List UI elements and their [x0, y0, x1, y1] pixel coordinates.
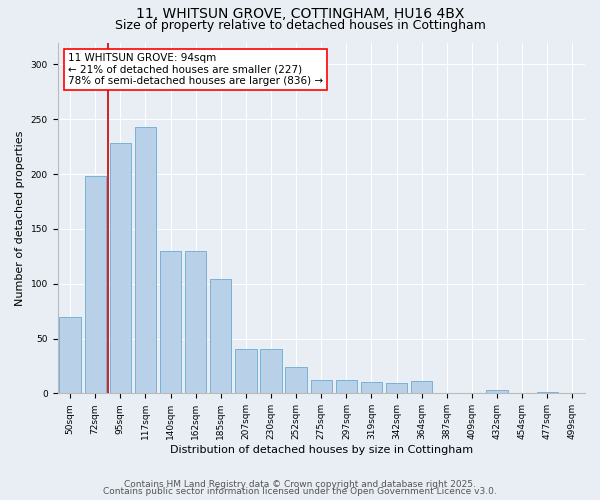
Bar — [487, 390, 508, 394]
Bar — [110, 144, 131, 394]
Text: Size of property relative to detached houses in Cottingham: Size of property relative to detached ho… — [115, 18, 485, 32]
Bar — [135, 127, 156, 394]
Bar — [311, 380, 332, 394]
Y-axis label: Number of detached properties: Number of detached properties — [15, 130, 25, 306]
Bar — [536, 392, 558, 394]
Bar — [336, 380, 357, 394]
Bar — [361, 382, 382, 394]
Bar — [386, 384, 407, 394]
Bar — [59, 316, 81, 394]
Bar — [160, 251, 181, 394]
Text: 11, WHITSUN GROVE, COTTINGHAM, HU16 4BX: 11, WHITSUN GROVE, COTTINGHAM, HU16 4BX — [136, 8, 464, 22]
Text: Contains public sector information licensed under the Open Government Licence v3: Contains public sector information licen… — [103, 487, 497, 496]
X-axis label: Distribution of detached houses by size in Cottingham: Distribution of detached houses by size … — [170, 445, 473, 455]
Bar — [286, 367, 307, 394]
Bar — [185, 251, 206, 394]
Bar — [85, 176, 106, 394]
Text: Contains HM Land Registry data © Crown copyright and database right 2025.: Contains HM Land Registry data © Crown c… — [124, 480, 476, 489]
Bar — [260, 350, 282, 394]
Text: 11 WHITSUN GROVE: 94sqm
← 21% of detached houses are smaller (227)
78% of semi-d: 11 WHITSUN GROVE: 94sqm ← 21% of detache… — [68, 53, 323, 86]
Bar — [210, 280, 232, 394]
Bar — [235, 350, 257, 394]
Bar — [411, 382, 433, 394]
